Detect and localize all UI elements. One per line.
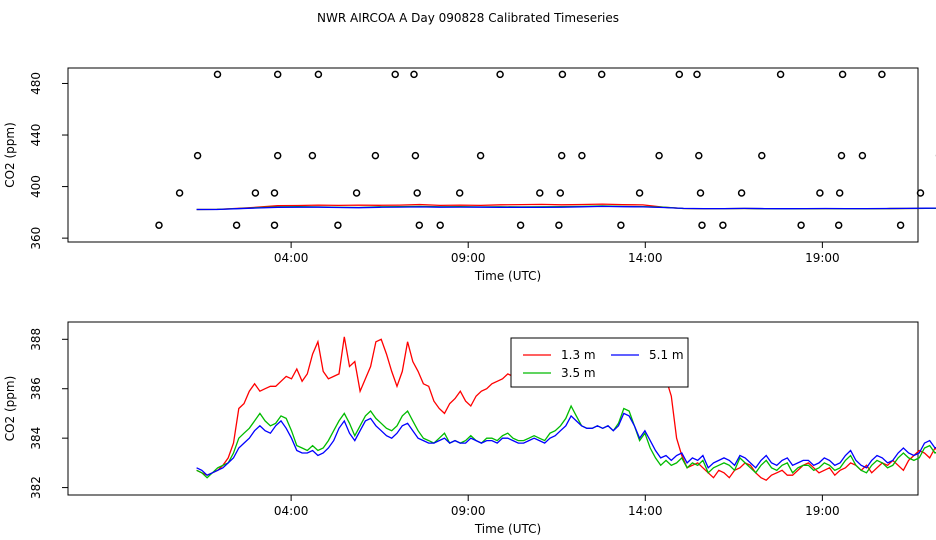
y-tick-label: 400 [29,175,43,198]
data-point [175,189,184,197]
data-point [496,70,504,79]
data-point [776,70,785,79]
data-point [334,221,342,229]
data-point [838,70,847,79]
data-point [617,221,625,229]
x-tick-label: 04:00 [274,251,309,265]
x-axis-title: Time (UTC) [474,269,541,283]
data-point [371,151,380,160]
data-point [837,151,846,160]
y-axis-title: CO2 (ppm) [3,376,17,442]
x-tick-label: 14:00 [628,504,663,518]
y-tick-label: 480 [29,72,43,95]
data-point [232,221,241,229]
data-point [436,221,444,229]
data-point [536,189,544,197]
data-point [758,151,766,160]
data-point [213,70,222,79]
data-point [251,189,260,197]
y-tick-label: 382 [29,476,43,499]
bottom-panel: 04:0009:0014:0019:0000:00382384386388Tim… [3,321,936,536]
data-point [695,151,703,160]
data-point [675,70,684,79]
data-point [413,189,421,197]
data-point [834,221,843,229]
data-point [314,70,323,79]
data-point [635,189,644,197]
data-point [391,70,399,79]
data-point [411,151,420,160]
y-tick-label: 440 [29,124,43,147]
data-point [916,189,925,197]
data-point [578,151,586,160]
data-point [858,151,867,160]
y-tick-label: 384 [29,427,43,450]
x-tick-label: 09:00 [451,504,486,518]
data-point [308,151,317,160]
data-point [270,189,279,197]
top-panel: 04:0009:0014:0019:0000:00360400440480Tim… [3,67,936,283]
data-point [797,221,805,229]
data-point [556,189,565,197]
x-tick-label: 19:00 [805,504,840,518]
data-point [476,151,485,160]
series-line-35m [196,404,936,479]
data-point [270,221,279,229]
x-tick-label: 14:00 [628,251,663,265]
y-axis-title: CO2 (ppm) [3,122,17,188]
data-point [878,70,886,79]
data-point [155,221,163,229]
data-point [835,189,844,197]
data-point [558,70,567,79]
data-point [516,221,525,229]
data-point [273,151,282,160]
y-tick-label: 360 [29,227,43,250]
data-point [719,221,727,229]
plot-frame [67,321,919,496]
x-tick-label: 09:00 [451,251,486,265]
data-point [696,189,705,197]
legend-box [510,337,689,388]
data-point [693,70,701,79]
data-point [557,151,566,160]
data-point [415,221,424,229]
legend-label: 5.1 m [649,348,684,362]
data-point [273,70,282,79]
page-title: NWR AIRCOA A Day 090828 Calibrated Times… [317,11,619,25]
data-point [698,221,706,229]
data-point [193,151,202,160]
y-tick-label: 388 [29,328,43,351]
plot-frame [67,67,919,243]
x-tick-label: 04:00 [274,504,309,518]
data-point [410,70,418,79]
data-point [896,221,905,229]
series-line-51m [196,412,936,476]
legend-label: 1.3 m [561,348,596,362]
data-point [737,189,746,197]
x-tick-label: 19:00 [805,251,840,265]
series-line-51m [196,205,936,211]
x-axis-title: Time (UTC) [474,522,541,536]
data-point [352,189,361,197]
data-point [455,189,464,197]
data-point [597,70,606,79]
data-point [555,221,563,229]
y-tick-label: 386 [29,377,43,400]
data-point [655,151,663,160]
data-point [816,189,824,197]
legend-label: 3.5 m [561,366,596,380]
